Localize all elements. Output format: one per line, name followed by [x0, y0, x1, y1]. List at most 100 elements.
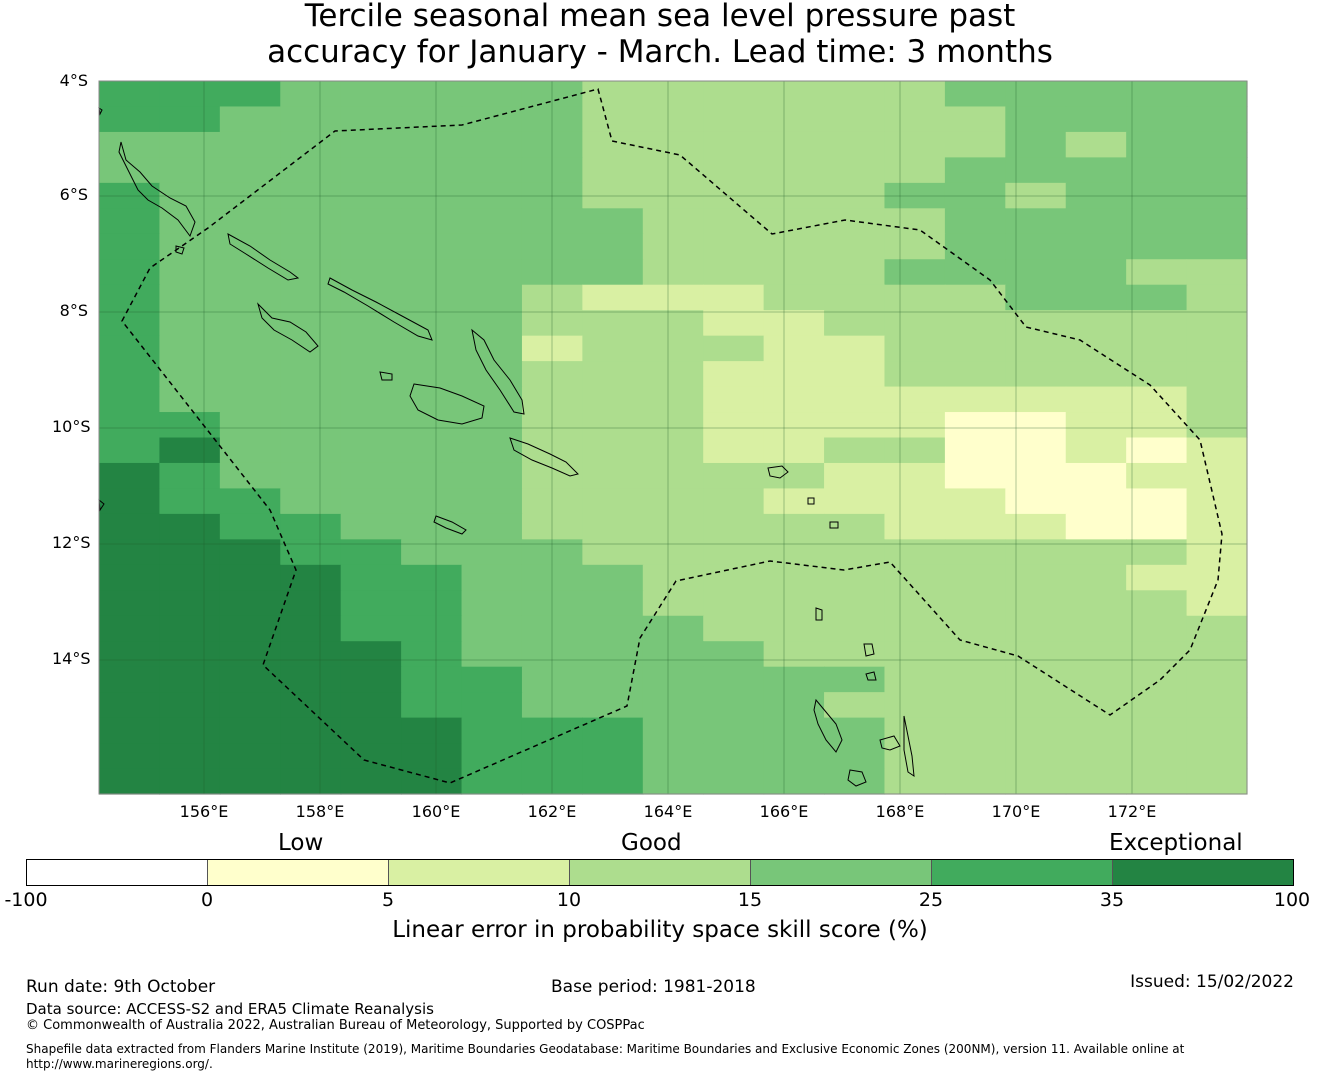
grid-cell — [824, 412, 886, 439]
grid-cell — [99, 743, 161, 770]
grid-cell — [703, 717, 765, 744]
grid-cell — [884, 615, 946, 642]
grid-cell — [582, 386, 644, 413]
colorbar-tick: -100 — [4, 889, 48, 911]
grid-cell — [1005, 233, 1067, 260]
colorbar-tick: 35 — [1099, 889, 1125, 911]
grid-cell — [884, 361, 946, 388]
grid-cell — [1186, 259, 1248, 286]
grid-cell — [763, 717, 825, 744]
grid-cell — [461, 386, 523, 413]
grid-cell — [884, 692, 946, 719]
grid-cell — [582, 641, 644, 668]
grid-cell — [219, 666, 281, 693]
grid-cell — [944, 412, 1006, 439]
grid-cell — [1186, 131, 1248, 158]
grid-cell — [401, 437, 463, 464]
grid-cell — [582, 208, 644, 235]
colorbar-tick: 5 — [381, 889, 395, 911]
grid-cell — [1186, 157, 1248, 184]
grid-cell — [824, 81, 886, 108]
grid-cell — [944, 462, 1006, 490]
grid-cell — [219, 208, 281, 235]
grid-cell — [1126, 81, 1188, 108]
eez-boundaries — [121, 88, 1223, 784]
grid-cell — [703, 233, 765, 260]
legend-category-low: Low — [278, 830, 324, 856]
grid-cell — [1126, 233, 1188, 260]
grid-cell — [99, 717, 161, 744]
grid-cell — [461, 259, 523, 286]
grid-cell — [99, 131, 161, 158]
grid-cell — [642, 743, 704, 770]
grid-cell — [99, 310, 161, 337]
island-espiritu-santo — [813, 698, 843, 753]
grid-cell — [642, 335, 704, 362]
grid-cell — [1005, 692, 1067, 719]
grid-cell — [763, 157, 825, 184]
grid-cell — [340, 717, 402, 744]
grid-cell — [703, 81, 765, 108]
grid-cell — [280, 131, 342, 158]
lon-label: 162°E — [527, 802, 577, 821]
grid-cell — [1186, 386, 1248, 413]
grid-cell — [401, 564, 463, 591]
grid-cell — [703, 361, 765, 388]
grid-cell — [521, 386, 583, 413]
grid-cell — [280, 259, 342, 286]
grid-cell — [1186, 81, 1248, 108]
grid-cell — [401, 361, 463, 388]
grid-cell — [1005, 564, 1067, 591]
grid-cell — [340, 81, 402, 108]
grid-cell — [703, 284, 765, 311]
grid-cell — [219, 488, 281, 515]
grid-cell — [642, 233, 704, 260]
legend-category-exceptional: Exceptional — [1109, 830, 1243, 856]
grid-cell — [1005, 131, 1067, 158]
grid-cell — [763, 284, 825, 311]
grid-cell — [521, 81, 583, 108]
grid-cell — [884, 208, 946, 235]
grid-cell — [1065, 590, 1127, 617]
grid-cell — [1126, 768, 1188, 795]
grid-cell — [1065, 743, 1127, 770]
grid-cell — [824, 106, 886, 133]
run-date: Run date: 9th October — [26, 977, 216, 997]
grid-cell — [824, 335, 886, 362]
grid-cell — [1126, 590, 1188, 617]
grid-cell — [763, 564, 825, 591]
colorbar-segment — [389, 860, 570, 885]
colorbar-segment — [751, 860, 932, 885]
grid-cell — [401, 233, 463, 260]
grid-cell — [1005, 590, 1067, 617]
grid-cell — [824, 361, 886, 388]
colorbar — [26, 859, 1294, 886]
grid-cell — [219, 157, 281, 184]
grid-cell — [99, 335, 161, 362]
grid-cell — [1126, 743, 1188, 770]
grid-cell — [521, 259, 583, 286]
grid-cell — [219, 641, 281, 668]
grid-cell — [340, 310, 402, 337]
grid-cell — [521, 666, 583, 693]
grid-cell — [642, 539, 704, 566]
grid-cell — [944, 615, 1006, 642]
grid-cell — [582, 539, 644, 566]
island-malakula — [879, 735, 901, 751]
grid-cell — [884, 106, 946, 133]
grid-cell — [521, 615, 583, 642]
island-maewo — [865, 671, 877, 681]
grid-cell — [340, 488, 402, 515]
grid-cell — [340, 335, 402, 362]
grid-cell — [521, 641, 583, 668]
grid-cell — [1186, 539, 1248, 566]
grid-cell — [99, 564, 161, 591]
grid-cell — [99, 539, 161, 566]
grid-cell — [1065, 539, 1127, 566]
grid-cell — [763, 81, 825, 108]
island-guadalcanal — [409, 383, 485, 425]
grid-cell — [99, 259, 161, 286]
grid-cell — [401, 81, 463, 108]
grid-cell — [340, 208, 402, 235]
grid-cell — [401, 157, 463, 184]
